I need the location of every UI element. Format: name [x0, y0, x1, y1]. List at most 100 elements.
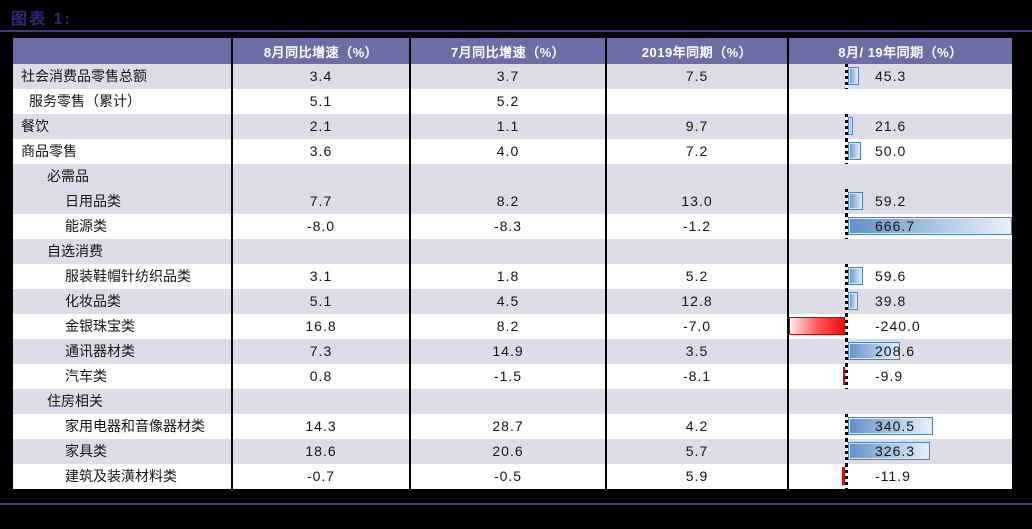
- value-cell-y2019: 7.2: [605, 139, 787, 164]
- bar-cell: 340.5: [787, 414, 1012, 439]
- value-cell-jul: 4.0: [409, 139, 605, 164]
- zero-axis: [845, 214, 848, 239]
- bar-value: 340.5: [875, 418, 916, 434]
- table-row: 餐饮 2.1 1.1 9.7 21.6: [13, 114, 1012, 139]
- value-cell-aug: 5.1: [231, 289, 409, 314]
- header-cell-aug-vs-2019: 8月/ 19年同期（%）: [787, 38, 1012, 64]
- bar-value: 666.7: [875, 218, 916, 234]
- retail-data-table: 8月同比增速（%） 7月同比增速（%） 2019年同期（%） 8月/ 19年同期…: [10, 36, 1014, 491]
- value-cell-y2019: [605, 389, 787, 414]
- value-cell-aug: 3.1: [231, 264, 409, 289]
- value-cell-jul: 20.6: [409, 439, 605, 464]
- table-header-row: 8月同比增速（%） 7月同比增速（%） 2019年同期（%） 8月/ 19年同期…: [13, 38, 1012, 64]
- zero-axis: [845, 439, 848, 464]
- value-cell-jul: [409, 239, 605, 264]
- footer-rule: [0, 503, 1032, 505]
- value-cell-y2019: 7.5: [605, 64, 787, 89]
- value-cell-y2019: [605, 164, 787, 189]
- bar-value: -11.9: [875, 468, 911, 484]
- zero-axis: [845, 414, 848, 439]
- bar-value: 59.6: [875, 268, 907, 284]
- header-cell-jul-yoy: 7月同比增速（%）: [409, 38, 605, 64]
- value-cell-aug: 14.3: [231, 414, 409, 439]
- table-row: 能源类 -8.0 -8.3 -1.2 666.7: [13, 214, 1012, 239]
- bar-cell: -9.9: [787, 364, 1012, 389]
- table-row: 通讯器材类 7.3 14.9 3.5 208.6: [13, 339, 1012, 364]
- zero-axis: [845, 464, 848, 489]
- bar-cell: 39.8: [787, 289, 1012, 314]
- value-cell-aug: 5.1: [231, 89, 409, 114]
- value-cell-y2019: [605, 89, 787, 114]
- bar-cell: 666.7: [787, 214, 1012, 239]
- zero-axis: [845, 364, 848, 389]
- value-cell-jul: -8.3: [409, 214, 605, 239]
- zero-axis: [845, 189, 848, 214]
- table-row: 建筑及装潢材料类 -0.7 -0.5 5.9 -11.9: [13, 464, 1012, 489]
- zero-axis: [845, 339, 848, 364]
- table-row: 日用品类 7.7 8.2 13.0 59.2: [13, 189, 1012, 214]
- table-row: 金银珠宝类 16.8 8.2 -7.0 -240.0: [13, 314, 1012, 339]
- data-bar: [848, 442, 930, 460]
- data-bar: [848, 342, 900, 360]
- value-cell-jul: [409, 164, 605, 189]
- value-cell-aug: 0.8: [231, 364, 409, 389]
- bar-cell: 21.6: [787, 114, 1012, 139]
- value-cell-aug: 16.8: [231, 314, 409, 339]
- table-row: 商品零售 3.6 4.0 7.2 50.0: [13, 139, 1012, 164]
- value-cell-aug: 7.3: [231, 339, 409, 364]
- row-label: 汽车类: [13, 364, 231, 389]
- value-cell-jul: 14.9: [409, 339, 605, 364]
- data-bar: [842, 467, 845, 485]
- bar-value: -240.0: [875, 318, 921, 334]
- value-cell-jul: [409, 389, 605, 414]
- data-bar: [848, 267, 863, 285]
- bar-cell: [787, 89, 1012, 114]
- table-row: 家用电器和音像器材类 14.3 28.7 4.2 340.5: [13, 414, 1012, 439]
- value-cell-jul: 8.2: [409, 189, 605, 214]
- header-cell-aug-yoy: 8月同比增速（%）: [231, 38, 409, 64]
- value-cell-y2019: -1.2: [605, 214, 787, 239]
- value-cell-y2019: 5.2: [605, 264, 787, 289]
- row-label: 通讯器材类: [13, 339, 231, 364]
- table-row: 汽车类 0.8 -1.5 -8.1 -9.9: [13, 364, 1012, 389]
- bar-cell: [787, 389, 1012, 414]
- value-cell-y2019: 3.5: [605, 339, 787, 364]
- value-cell-y2019: 4.2: [605, 414, 787, 439]
- bar-value: 59.2: [875, 193, 907, 209]
- bar-value: 326.3: [875, 443, 916, 459]
- bar-cell: -240.0: [787, 314, 1012, 339]
- data-bar: [848, 67, 859, 85]
- value-cell-aug: 7.7: [231, 189, 409, 214]
- table-row: 社会消费品零售总额 3.4 3.7 7.5 45.3: [13, 64, 1012, 89]
- value-cell-jul: 28.7: [409, 414, 605, 439]
- table-row: 化妆品类 5.1 4.5 12.8 39.8: [13, 289, 1012, 314]
- value-cell-y2019: 5.7: [605, 439, 787, 464]
- value-cell-jul: 5.2: [409, 89, 605, 114]
- row-label: 自选消费: [13, 239, 231, 264]
- value-cell-aug: 3.6: [231, 139, 409, 164]
- zero-axis: [845, 139, 848, 164]
- header-cell-category: [13, 38, 231, 64]
- bar-cell: 45.3: [787, 64, 1012, 89]
- row-label: 家用电器和音像器材类: [13, 414, 231, 439]
- value-cell-aug: -0.7: [231, 464, 409, 489]
- title-underline: [0, 30, 1032, 32]
- bar-value: -9.9: [875, 368, 904, 384]
- value-cell-y2019: -7.0: [605, 314, 787, 339]
- value-cell-aug: [231, 164, 409, 189]
- bar-value: 208.6: [875, 343, 916, 359]
- row-label: 能源类: [13, 214, 231, 239]
- row-label: 服务零售（累计）: [13, 89, 231, 114]
- data-bar: [848, 417, 933, 435]
- bar-value: 39.8: [875, 293, 907, 309]
- value-cell-jul: 1.8: [409, 264, 605, 289]
- row-label: 商品零售: [13, 139, 231, 164]
- row-label: 建筑及装潢材料类: [13, 464, 231, 489]
- value-cell-jul: 8.2: [409, 314, 605, 339]
- bar-cell: 59.6: [787, 264, 1012, 289]
- table-row: 必需品: [13, 164, 1012, 189]
- bar-value: 50.0: [875, 143, 907, 159]
- value-cell-aug: [231, 239, 409, 264]
- bar-cell: -11.9: [787, 464, 1012, 489]
- table-body: 社会消费品零售总额 3.4 3.7 7.5 45.3 服务零售（累计） 5.1 5.2 餐饮 2.…: [13, 64, 1012, 489]
